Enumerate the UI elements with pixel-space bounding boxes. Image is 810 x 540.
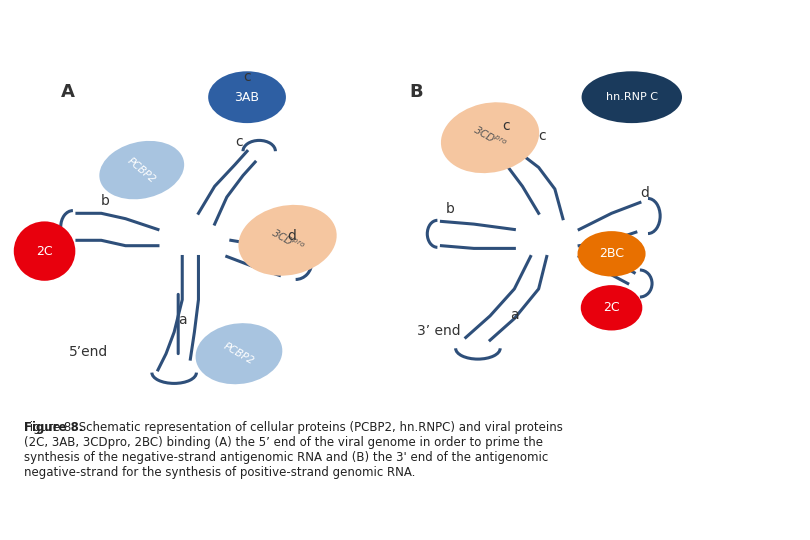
Text: a: a	[510, 308, 519, 322]
Text: hn.RNP C: hn.RNP C	[606, 92, 658, 102]
Text: d: d	[288, 230, 296, 244]
Text: PCBP2: PCBP2	[222, 341, 256, 367]
Text: PCBP2: PCBP2	[126, 156, 158, 185]
Text: b: b	[101, 194, 110, 208]
Text: 3’ end: 3’ end	[417, 324, 461, 338]
Text: b: b	[446, 202, 454, 217]
Text: c: c	[235, 135, 242, 149]
Text: B: B	[409, 83, 423, 101]
Text: Figure 8. Schematic representation of cellular proteins (PCBP2, hn.RNPC) and vir: Figure 8. Schematic representation of ce…	[24, 421, 563, 479]
Text: 3CD$^{pro}$: 3CD$^{pro}$	[269, 226, 306, 255]
Text: 2C: 2C	[603, 301, 620, 314]
Ellipse shape	[578, 231, 646, 276]
Text: d: d	[640, 186, 649, 200]
Ellipse shape	[208, 71, 286, 123]
Text: c: c	[539, 130, 546, 144]
Ellipse shape	[195, 323, 283, 384]
Text: c: c	[243, 70, 250, 84]
Ellipse shape	[14, 221, 75, 281]
Text: 5’end: 5’end	[69, 346, 108, 360]
Text: 3AB: 3AB	[235, 91, 259, 104]
Ellipse shape	[582, 71, 682, 123]
Text: c: c	[502, 119, 509, 133]
Text: a: a	[178, 313, 187, 327]
Ellipse shape	[581, 285, 642, 330]
Text: Figure 8.: Figure 8.	[24, 421, 83, 434]
Text: 2BC: 2BC	[599, 247, 624, 260]
Text: 2C: 2C	[36, 245, 53, 258]
Ellipse shape	[100, 141, 184, 199]
Text: A: A	[61, 83, 75, 101]
Text: 3CD$^{pro}$: 3CD$^{pro}$	[471, 123, 509, 152]
Ellipse shape	[441, 102, 539, 173]
Ellipse shape	[238, 205, 337, 276]
